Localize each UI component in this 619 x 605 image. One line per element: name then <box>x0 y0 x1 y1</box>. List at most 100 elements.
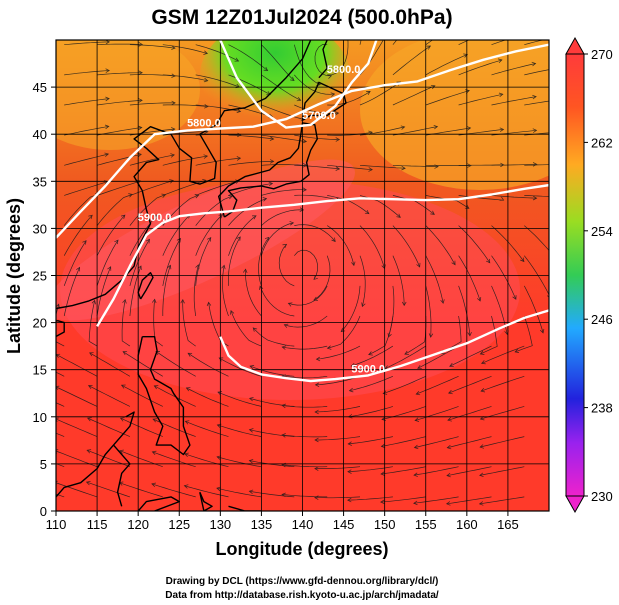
streamline-arrow <box>413 472 418 477</box>
streamline-arrow <box>243 268 248 274</box>
streamline-arrow <box>287 302 293 307</box>
streamline-arrow <box>152 418 158 423</box>
x-tick-label: 145 <box>333 517 355 532</box>
streamline <box>359 255 366 307</box>
streamline <box>480 315 498 355</box>
streamline <box>56 432 65 437</box>
streamline <box>249 460 295 468</box>
streamline <box>228 183 273 196</box>
streamline-arrow <box>413 500 418 506</box>
contour-label: 5800.0 <box>187 118 221 130</box>
streamline-arrow <box>433 124 439 130</box>
colorbar-tick-label: 238 <box>591 401 613 416</box>
streamline-arrow <box>532 94 537 100</box>
streamline-arrow <box>413 444 419 450</box>
streamline <box>97 99 143 106</box>
streamline <box>359 225 385 269</box>
streamline-arrow <box>313 296 318 301</box>
streamline-arrow <box>138 42 144 47</box>
y-tick-label: 0 <box>40 504 47 519</box>
streamline-arrow <box>430 84 436 90</box>
y-tick-label: 5 <box>40 457 47 472</box>
streamline <box>64 153 109 166</box>
streamline-arrow <box>114 239 119 245</box>
streamline <box>380 466 426 475</box>
streamline <box>425 225 456 265</box>
streamline-arrow <box>137 125 143 131</box>
streamline-arrow <box>151 450 157 455</box>
coastline <box>228 505 262 511</box>
orange-north-east <box>360 40 549 190</box>
streamline <box>447 436 492 449</box>
streamline-arrow <box>234 57 240 62</box>
y-tick-label: 10 <box>33 410 47 425</box>
streamline <box>315 406 361 413</box>
x-axis-ticks: 110 115 120 125 130 135 140 145 150 155 160 165 <box>46 511 519 532</box>
streamline-arrow <box>21 450 25 454</box>
y-axis-label: Latitude (degrees) <box>4 198 24 354</box>
streamline <box>524 225 549 251</box>
streamline-arrow <box>259 285 264 291</box>
streamline-arrow <box>145 238 150 244</box>
streamline <box>327 195 370 214</box>
streamline-arrow <box>290 76 295 81</box>
streamline <box>129 102 176 106</box>
x-tick-label: 165 <box>497 517 519 532</box>
streamline-arrow <box>264 236 270 242</box>
chart-title: GSM 12Z01Jul2024 (500.0hPa) <box>151 6 452 29</box>
streamline-arrow <box>248 458 254 464</box>
streamline <box>524 195 549 197</box>
streamline-arrow <box>120 214 126 220</box>
streamline <box>327 40 349 76</box>
streamline-arrow <box>120 384 126 389</box>
streamline <box>88 385 131 407</box>
streamline-arrow <box>330 92 336 97</box>
streamline-arrow <box>497 26 501 30</box>
streamline-arrow <box>479 416 485 421</box>
streamline <box>186 387 229 407</box>
streamline <box>388 285 395 337</box>
streamline <box>458 40 470 46</box>
streamline <box>195 44 239 62</box>
streamline-arrow <box>479 350 485 355</box>
streamline-arrow <box>327 74 332 79</box>
streamline <box>228 134 274 140</box>
streamline <box>524 164 549 166</box>
streamline-arrow <box>105 68 110 73</box>
streamline <box>284 315 328 328</box>
streamline <box>491 195 537 199</box>
streamline-arrow <box>262 197 268 202</box>
colorbar-tick-label: 254 <box>591 224 613 239</box>
streamline <box>129 214 158 256</box>
streamline-arrow <box>204 104 209 109</box>
streamline <box>261 74 301 101</box>
streamline-arrow <box>252 327 258 332</box>
y-tick-label: 15 <box>33 363 47 378</box>
streamline-arrow <box>532 195 538 201</box>
streamline-arrow <box>235 179 240 184</box>
streamline <box>96 239 119 287</box>
contour-label: 5700.0 <box>302 110 336 122</box>
streamline-arrow <box>414 417 420 422</box>
streamline <box>153 299 164 347</box>
streamline <box>63 214 93 256</box>
streamline-arrow <box>364 209 370 215</box>
streamline-arrow <box>180 298 185 304</box>
streamline <box>314 466 361 469</box>
streamline <box>448 375 492 394</box>
streamline-arrow <box>281 433 286 438</box>
streamline <box>348 436 393 445</box>
streamline-arrow <box>155 351 161 356</box>
colorbar-tick-label: 262 <box>591 135 613 150</box>
streamline-arrow <box>361 302 366 308</box>
streamline-arrow <box>479 472 484 478</box>
geopotential-contours <box>56 40 549 383</box>
streamline <box>446 496 492 505</box>
streamline-arrow <box>400 125 406 130</box>
streamline-arrow <box>464 204 470 209</box>
streamline-arrow <box>347 497 352 503</box>
streamline <box>193 264 199 317</box>
contour-label: 5800.0 <box>327 64 361 76</box>
streamline-arrow <box>520 257 525 263</box>
streamline <box>327 315 361 349</box>
